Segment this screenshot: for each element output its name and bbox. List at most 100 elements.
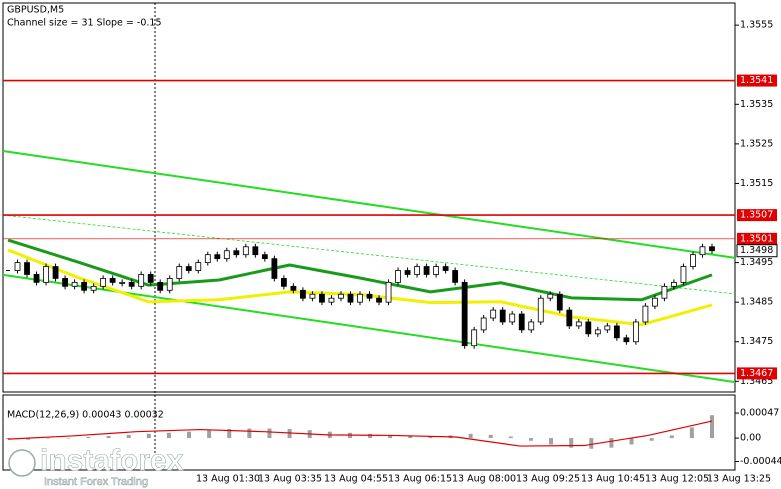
channel-upper	[2, 150, 736, 259]
macd-bar	[609, 438, 614, 448]
candle	[14, 262, 21, 271]
y-tick-label: 1.3515	[740, 178, 773, 189]
candle	[613, 325, 620, 339]
candle	[509, 313, 516, 323]
candle	[480, 317, 487, 331]
macd-bar	[488, 434, 493, 439]
candle	[128, 281, 135, 287]
price-label: 1.3498	[740, 245, 773, 256]
level-label-box	[737, 209, 777, 222]
candle	[166, 278, 173, 291]
candle	[290, 285, 297, 291]
macd-tick-label: 0.00	[740, 433, 761, 444]
candle	[423, 266, 430, 275]
macd-tick-label: 0.00047	[740, 408, 779, 419]
indicator-text: Channel size = 31 Slope = -0.15	[7, 18, 162, 29]
candle	[518, 313, 525, 331]
macd-bar	[126, 434, 131, 439]
macd-bar	[166, 432, 171, 439]
candle	[452, 270, 459, 283]
macd-signal	[7, 420, 713, 447]
candle	[661, 285, 668, 299]
candle	[90, 285, 97, 291]
macd-bar	[549, 438, 554, 445]
candle	[242, 246, 249, 256]
candle	[100, 278, 107, 287]
macd-bar	[689, 427, 694, 439]
candle	[471, 329, 478, 347]
ma-fast	[7, 238, 713, 302]
candle	[157, 281, 164, 291]
candle	[623, 337, 630, 343]
y-tick-label: 1.3525	[740, 138, 773, 149]
candle	[528, 321, 535, 331]
candle	[433, 266, 440, 275]
y-tick-label: 1.3465	[740, 376, 773, 387]
candle	[556, 293, 563, 311]
candle	[376, 297, 382, 303]
macd-bar	[388, 434, 393, 439]
candle	[309, 293, 316, 299]
macd-bar	[207, 430, 212, 439]
candle	[385, 281, 392, 303]
logo-icon	[8, 449, 36, 477]
y-tick-label: 1.3535	[740, 99, 773, 110]
macd-bar	[569, 438, 574, 448]
level-label: 1.3507	[740, 210, 773, 221]
candle	[490, 309, 497, 319]
candle	[499, 309, 506, 323]
candle	[52, 266, 59, 279]
candle	[185, 266, 192, 271]
x-tick-label: 13 Aug 03:35	[258, 474, 322, 485]
candle	[280, 278, 287, 287]
main-panel	[2, 2, 736, 393]
candle	[33, 274, 40, 283]
x-tick-label: 13 Aug 12:05	[645, 474, 709, 485]
candle	[575, 321, 582, 327]
macd-bar	[428, 436, 433, 439]
candle	[300, 289, 306, 299]
level-label: 1.3501	[740, 233, 773, 244]
candle	[138, 274, 145, 287]
candle	[461, 281, 468, 347]
candle	[404, 270, 411, 275]
candle	[271, 258, 278, 279]
candle	[642, 305, 649, 323]
candle	[566, 309, 573, 327]
candle	[547, 293, 554, 299]
candle	[690, 254, 696, 267]
x-tick-label: 13 Aug 01:30	[196, 474, 260, 485]
candle	[680, 266, 687, 283]
candle	[709, 246, 715, 252]
candle	[699, 246, 706, 256]
macd-title: MACD(12,26,9) 0.00043 0.00032	[7, 410, 164, 421]
candle	[338, 293, 344, 299]
macd-bar	[46, 438, 51, 439]
candle	[671, 281, 677, 287]
level-label-box	[737, 367, 777, 380]
x-tick-label: 13 Aug 04:55	[324, 474, 388, 485]
x-tick-label: 13 Aug 09:25	[516, 474, 580, 485]
y-tick-label: 1.3495	[740, 257, 773, 268]
y-tick-label: 1.3475	[740, 336, 773, 347]
brand: instaforex	[40, 444, 184, 477]
candle	[442, 266, 449, 271]
candle	[43, 266, 49, 283]
macd-bar	[508, 436, 513, 439]
candle	[214, 254, 221, 260]
candle	[62, 278, 68, 287]
x-tick-label: 13 Aug 10:45	[581, 474, 645, 485]
candle	[204, 254, 211, 263]
macd-bar	[66, 438, 71, 439]
channel-middle	[2, 214, 736, 295]
candle	[223, 250, 230, 260]
candle	[319, 293, 325, 303]
macd-bar	[86, 437, 91, 439]
candle	[395, 270, 401, 283]
macd-bar	[649, 438, 654, 441]
macd-bar	[227, 429, 232, 439]
candle	[652, 297, 658, 307]
level-label: 1.3467	[740, 368, 773, 379]
candle	[414, 266, 420, 275]
